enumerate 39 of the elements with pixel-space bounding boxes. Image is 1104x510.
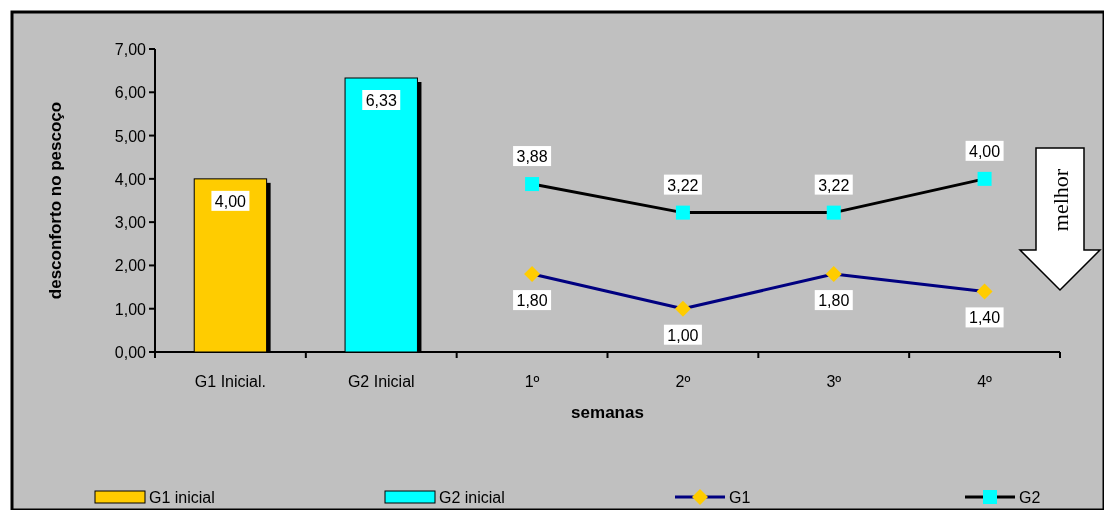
data-label: 1,40 xyxy=(969,309,1001,327)
x-tick-label: 3º xyxy=(826,373,842,390)
data-label: 4,00 xyxy=(969,142,1001,160)
point xyxy=(675,205,690,220)
annotation: melhor xyxy=(1048,168,1073,232)
point xyxy=(524,266,541,283)
point xyxy=(976,283,993,300)
data-label: 1,80 xyxy=(818,292,850,310)
point xyxy=(826,205,841,220)
point xyxy=(825,266,842,283)
legend-label: G1 inicial xyxy=(149,489,215,506)
x-tick-label: G1 Inicial. xyxy=(194,373,266,390)
y-axis-title: desconforto no pescoço xyxy=(46,101,65,300)
data-label: 1,00 xyxy=(667,326,699,344)
y-tick-label: 2,00 xyxy=(114,257,147,275)
y-tick-label: 0,00 xyxy=(114,344,147,361)
y-tick-label: 1,00 xyxy=(114,300,147,318)
point xyxy=(977,171,992,186)
x-axis-title: semanas xyxy=(571,403,644,422)
data-label: 3,88 xyxy=(516,148,548,166)
data-label: 3,22 xyxy=(818,176,850,194)
y-tick-label: 6,00 xyxy=(114,84,147,102)
data-label: 3,22 xyxy=(667,176,699,194)
point xyxy=(525,177,540,192)
legend-label: G1 xyxy=(729,489,751,506)
legend-label: G2 inicial xyxy=(439,489,505,506)
y-tick-label: 4,00 xyxy=(114,170,147,188)
y-tick-label: 5,00 xyxy=(114,127,147,145)
data-label: 4,00 xyxy=(214,192,247,210)
point xyxy=(674,300,691,317)
x-tick-label: 1º xyxy=(524,373,540,390)
y-tick-label: 7,00 xyxy=(114,41,147,58)
y-tick-label: 3,00 xyxy=(114,214,147,232)
legend-label: G2 xyxy=(1019,489,1041,506)
x-tick-label: 2º xyxy=(675,373,691,390)
x-tick-label: G2 Inicial xyxy=(347,373,415,390)
data-label: 1,80 xyxy=(516,292,548,310)
data-label: 6,33 xyxy=(365,92,397,109)
x-tick-label: 4º xyxy=(977,373,993,390)
